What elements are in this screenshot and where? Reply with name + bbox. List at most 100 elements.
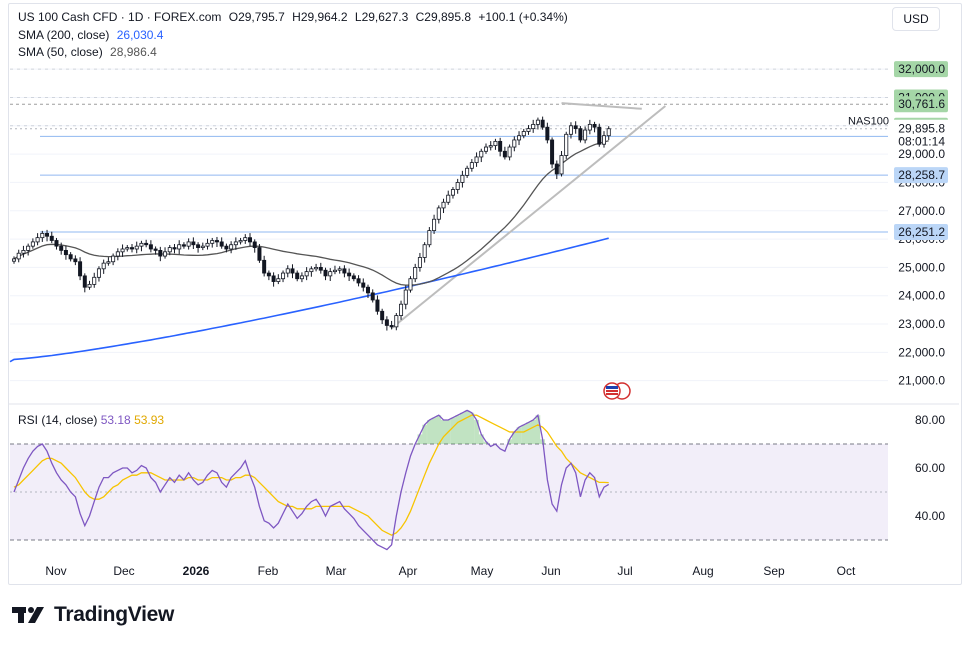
candle-body <box>73 258 78 263</box>
candle-body <box>63 250 68 256</box>
candle-body <box>144 242 149 246</box>
green-price-label: 32,000.0 <box>898 62 945 76</box>
candle-body <box>399 303 404 316</box>
x-tick-label: Apr <box>399 564 418 578</box>
green-price-label-bg <box>894 61 948 78</box>
candle-body <box>21 250 26 254</box>
candle-body <box>417 257 422 268</box>
candle-body <box>408 278 413 291</box>
candle-body <box>139 242 144 247</box>
candle-body <box>526 128 531 132</box>
candle-body <box>285 268 290 274</box>
candle-body <box>483 146 488 152</box>
candle-body <box>200 245 205 248</box>
symbol-title: US 100 Cash CFD · 1D · FOREX.com <box>18 10 222 24</box>
candle-body <box>550 139 555 165</box>
candle-body <box>455 182 460 190</box>
candle-body <box>507 146 512 158</box>
candle-body <box>295 272 300 280</box>
candle-body <box>535 119 540 125</box>
rsi-tick-label: 80.00 <box>915 413 945 427</box>
x-tick-label: May <box>471 564 494 578</box>
candle-body <box>469 162 474 169</box>
x-tick-label: Mar <box>326 564 347 578</box>
rsi-ma-value: 53.93 <box>134 413 165 427</box>
candle-body <box>205 242 210 247</box>
candle-body <box>96 268 101 278</box>
sma50-legend[interactable]: SMA (50, close) 28,986.4 <box>18 45 161 59</box>
candle-body <box>276 278 281 282</box>
event-flag-icon <box>603 382 631 400</box>
candle-body <box>11 258 16 262</box>
candle-body <box>578 128 583 141</box>
high-value: 29,964.2 <box>300 10 348 24</box>
candle-body <box>606 128 611 137</box>
candle-body <box>592 123 597 128</box>
candle-body <box>323 269 328 277</box>
candle-body <box>531 123 536 130</box>
candle-body <box>573 125 578 130</box>
price-tick-label: 23,000.0 <box>898 317 945 331</box>
x-tick-label: Jun <box>541 564 560 578</box>
candle-body <box>436 207 441 220</box>
candle-body <box>148 244 153 250</box>
green-price-label-bg <box>894 96 948 113</box>
candle-body <box>540 119 545 128</box>
candle-body <box>347 272 352 277</box>
candle-body <box>521 131 526 137</box>
currency-button[interactable]: USD <box>892 7 940 31</box>
candle-body <box>474 156 479 164</box>
candle-body <box>163 251 168 257</box>
candle-body <box>290 268 295 274</box>
candle-body <box>191 241 196 246</box>
candle-body <box>219 241 224 247</box>
candle-body <box>493 140 498 147</box>
candle-body <box>54 240 59 247</box>
candle-body <box>488 145 493 148</box>
candle-body <box>40 233 45 239</box>
rsi-tick-label: 40.00 <box>915 509 945 523</box>
candle-body <box>564 133 569 156</box>
candle-body <box>554 163 559 175</box>
candle-body <box>309 268 314 273</box>
sma200-label: SMA (200, close) <box>18 28 110 42</box>
tradingview-logo[interactable]: TradingView <box>12 603 174 627</box>
candle-body <box>181 244 186 247</box>
rsi-line <box>13 409 610 551</box>
sma200-legend[interactable]: SMA (200, close) 26,030.4 <box>18 28 167 42</box>
rsi-legend[interactable]: RSI (14, close) 53.18 53.93 <box>18 413 164 427</box>
sma50-value: 28,986.4 <box>110 45 157 59</box>
candle-body <box>87 283 92 288</box>
blue-price-label-bg <box>894 167 948 184</box>
candle-body <box>446 194 451 203</box>
candle-body <box>49 235 54 241</box>
candle-body <box>356 278 361 284</box>
price-tick-label: 27,000.0 <box>898 204 945 218</box>
candle-body <box>262 259 267 274</box>
candle-body <box>59 245 64 251</box>
symbol-legend[interactable]: US 100 Cash CFD · 1D · FOREX.com O29,795… <box>18 10 572 24</box>
candle-body <box>101 262 106 270</box>
candle-body <box>413 266 418 280</box>
candle-body <box>545 126 550 141</box>
high-label: H <box>292 10 301 24</box>
price-chart[interactable]: 80.00 60.00 40.00 21,000.0 22,000.0 23,000.0… <box>0 0 966 585</box>
candle-body <box>370 292 375 301</box>
candle-body <box>172 247 177 250</box>
x-tick-label: Nov <box>45 564 66 578</box>
open-label: O <box>228 10 239 24</box>
open-value: 29,795.7 <box>238 10 285 24</box>
candle-body <box>271 275 276 282</box>
candle-body <box>233 241 238 246</box>
brand-name: TradingView <box>54 603 175 626</box>
tradingview-logo-icon <box>12 607 44 623</box>
sma50-label: SMA (50, close) <box>18 45 103 59</box>
candle-body <box>238 240 243 243</box>
candle-body <box>450 189 455 196</box>
candle-body <box>380 310 385 321</box>
candle-body <box>517 135 522 141</box>
candle-body <box>177 244 182 250</box>
candle-body <box>583 129 588 141</box>
candle-body <box>587 123 592 131</box>
candle-body <box>432 218 437 231</box>
